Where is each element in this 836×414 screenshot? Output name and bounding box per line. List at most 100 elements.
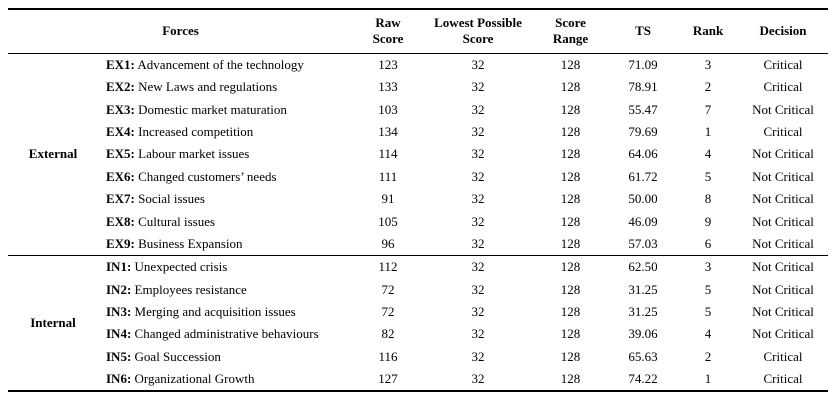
ts-cell: 65.63 bbox=[628, 348, 658, 364]
header-forces: Forces bbox=[162, 23, 199, 39]
range-cell: 128 bbox=[560, 259, 581, 275]
raw-cell: 134 bbox=[378, 124, 398, 140]
rank-cell: 1 bbox=[704, 371, 712, 387]
lowest-cell: 32 bbox=[471, 304, 485, 320]
table-row: EX5: Labour market issues 114 32 128 64.06 4 N… bbox=[8, 143, 828, 165]
rank-cell: 4 bbox=[704, 146, 712, 162]
force-code: IN5: bbox=[106, 348, 132, 364]
rank-cell: 3 bbox=[704, 259, 712, 275]
decision-cell: Not Critical bbox=[752, 304, 814, 320]
lowest-cell: 32 bbox=[471, 213, 485, 229]
force-code: EX9: bbox=[106, 235, 135, 251]
force-name-cell: IN2: Employees resistance bbox=[106, 281, 247, 297]
decision-cell: Not Critical bbox=[752, 235, 814, 251]
ts-cell: 46.09 bbox=[628, 213, 658, 229]
force-name-cell: EX3: Domestic market maturation bbox=[106, 101, 287, 117]
lowest-cell: 32 bbox=[471, 259, 485, 275]
rank-cell: 5 bbox=[704, 168, 712, 184]
range-cell: 128 bbox=[560, 213, 581, 229]
group-label: Internal bbox=[30, 315, 76, 331]
range-cell: 128 bbox=[560, 191, 581, 207]
ts-cell: 64.06 bbox=[628, 146, 658, 162]
lowest-cell: 32 bbox=[471, 168, 485, 184]
force-name-cell: EX8: Cultural issues bbox=[106, 213, 216, 229]
header-lowest-possible-score: Lowest Possible Score bbox=[434, 15, 522, 47]
force-name-cell: EX2: New Laws and regulations bbox=[106, 79, 278, 95]
force-code: IN3: bbox=[106, 304, 132, 320]
raw-cell: 116 bbox=[378, 348, 398, 364]
force-name-cell: EX5: Labour market issues bbox=[106, 146, 250, 162]
raw-cell: 72 bbox=[381, 304, 395, 320]
table-row: EX6: Changed customers’ needs 111 32 128 61.… bbox=[8, 165, 828, 187]
table-row: EX7: Social issues 91 32 128 50.00 8 Not Criti… bbox=[8, 188, 828, 210]
lowest-cell: 32 bbox=[471, 191, 485, 207]
force-name-cell: IN4: Changed administrative behaviours bbox=[106, 326, 319, 342]
force-code: EX8: bbox=[106, 213, 135, 229]
lowest-cell: 32 bbox=[471, 101, 485, 117]
force-code: IN2: bbox=[106, 281, 132, 297]
ts-cell: 39.06 bbox=[628, 326, 658, 342]
table-header: Forces Raw Score Lowest Possible Score S… bbox=[8, 9, 829, 53]
ts-cell: 74.22 bbox=[628, 371, 658, 387]
rank-cell: 9 bbox=[704, 213, 712, 229]
range-cell: 128 bbox=[560, 56, 581, 72]
table-body: External EX1: Advancement of the technolo… bbox=[8, 53, 829, 391]
table-row: IN3: Merging and acquisition issues 72 32 1… bbox=[8, 301, 828, 323]
header-row: Forces Raw Score Lowest Possible Score S… bbox=[8, 9, 829, 53]
force-name-cell: EX4: Increased competition bbox=[106, 124, 254, 140]
force-name-cell: IN3: Merging and acquisition issues bbox=[106, 304, 296, 320]
table-row: IN4: Changed administrative behaviours 82… bbox=[8, 323, 828, 345]
range-cell: 128 bbox=[560, 326, 581, 342]
table-row: EX8: Cultural issues 105 32 128 46.09 9 Not Cr… bbox=[8, 210, 828, 232]
rank-cell: 3 bbox=[704, 56, 712, 72]
ts-cell: 78.91 bbox=[628, 79, 658, 95]
raw-cell: 123 bbox=[378, 56, 398, 72]
range-cell: 128 bbox=[560, 168, 581, 184]
header-decision: Decision bbox=[759, 23, 807, 39]
force-code: EX1: bbox=[106, 56, 135, 72]
raw-cell: 114 bbox=[378, 146, 398, 162]
header-score-range: Score Range bbox=[552, 15, 589, 47]
decision-cell: Not Critical bbox=[752, 326, 814, 342]
rank-cell: 7 bbox=[704, 101, 712, 117]
group-label: External bbox=[28, 146, 78, 162]
rank-cell: 5 bbox=[704, 281, 712, 297]
force-code: EX5: bbox=[106, 146, 135, 162]
header-ts: TS bbox=[635, 23, 651, 39]
table-row: IN5: Goal Succession 116 32 128 65.63 2 Critic… bbox=[8, 345, 828, 367]
ts-cell: 57.03 bbox=[628, 235, 658, 251]
table-row: IN6: Organizational Growth 127 32 128 74.22 1… bbox=[8, 368, 828, 391]
force-name-cell: EX6: Changed customers’ needs bbox=[106, 168, 277, 184]
decision-cell: Critical bbox=[763, 56, 803, 72]
raw-cell: 82 bbox=[381, 326, 395, 342]
raw-cell: 112 bbox=[378, 259, 398, 275]
raw-cell: 103 bbox=[378, 101, 398, 117]
ts-cell: 31.25 bbox=[628, 281, 658, 297]
force-code: EX4: bbox=[106, 124, 135, 140]
force-name-cell: IN5: Goal Succession bbox=[106, 348, 221, 364]
lowest-cell: 32 bbox=[471, 124, 485, 140]
header-raw-score: Raw Score bbox=[372, 15, 404, 47]
ts-cell: 62.50 bbox=[628, 259, 658, 275]
ts-cell: 50.00 bbox=[628, 191, 658, 207]
force-name-cell: EX7: Social issues bbox=[106, 191, 205, 207]
force-name-cell: EX9: Business Expansion bbox=[106, 235, 243, 251]
lowest-cell: 32 bbox=[471, 56, 485, 72]
lowest-cell: 32 bbox=[471, 326, 485, 342]
table-row: External EX1: Advancement of the technolo… bbox=[8, 53, 828, 162]
lowest-cell: 32 bbox=[471, 235, 485, 251]
raw-cell: 127 bbox=[378, 371, 398, 387]
table-row: EX2: New Laws and regulations 133 32 128 78.… bbox=[8, 76, 828, 98]
table-row: EX9: Business Expansion 96 32 128 57.03 6 Not … bbox=[8, 233, 828, 256]
rank-cell: 5 bbox=[704, 304, 712, 320]
raw-cell: 91 bbox=[381, 191, 395, 207]
force-name-cell: EX1: Advancement of the technology bbox=[106, 56, 304, 72]
raw-cell: 111 bbox=[378, 168, 398, 184]
rank-cell: 1 bbox=[704, 124, 712, 140]
ts-cell: 71.09 bbox=[628, 56, 658, 72]
lowest-cell: 32 bbox=[471, 371, 485, 387]
ts-cell: 79.69 bbox=[628, 124, 658, 140]
header-rank: Rank bbox=[692, 23, 724, 39]
rank-cell: 2 bbox=[704, 348, 712, 364]
